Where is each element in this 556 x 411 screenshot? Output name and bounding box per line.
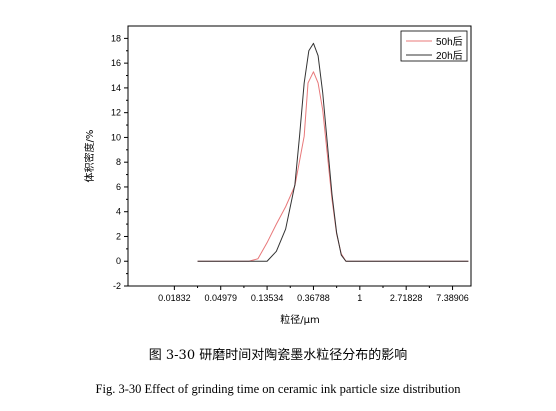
x-tick-label: 0.13534 xyxy=(251,293,284,303)
y-tick-label: 0 xyxy=(116,256,121,266)
y-tick-label: 10 xyxy=(111,132,121,142)
y-axis-label: 体积密度/% xyxy=(83,130,96,183)
figure-caption-english: Fig. 3-30 Effect of grinding time on cer… xyxy=(95,382,461,396)
x-tick-label: 7.38906 xyxy=(436,293,469,303)
y-tick-label: 18 xyxy=(111,33,121,43)
y-axis: -2 0 2 4 6 8 10 12 14 16 18 xyxy=(111,33,128,291)
y-tick-label: 6 xyxy=(116,182,121,192)
x-axis: 0.01832 0.04979 0.13534 0.36788 1 2.71828 7.38… xyxy=(158,286,469,303)
legend-box xyxy=(400,30,468,62)
y-tick-label: 12 xyxy=(111,108,121,118)
y-tick-label: 2 xyxy=(116,231,121,241)
series-line-1 xyxy=(197,42,469,262)
figure-caption-chinese: 图 3-30 研磨时间对陶瓷墨水粒径分布的影响 xyxy=(148,348,408,363)
x-tick-label: 0.01832 xyxy=(158,293,191,303)
x-tick-label: 0.36788 xyxy=(297,293,330,303)
legend-label-20h: 20h后 xyxy=(436,50,463,62)
series-layer xyxy=(197,42,469,262)
y-tick-label: -2 xyxy=(113,281,121,291)
series-line-0 xyxy=(197,71,469,262)
y-tick-label: 14 xyxy=(111,83,121,93)
y-tick-label: 8 xyxy=(116,157,121,167)
plot-frame xyxy=(127,25,472,287)
y-tick-label: 16 xyxy=(111,58,121,68)
x-axis-label: 粒径/μm xyxy=(280,313,319,326)
y-tick-label: 4 xyxy=(116,207,121,217)
legend-label-50h: 50h后 xyxy=(436,36,463,48)
x-tick-label: 0.04979 xyxy=(204,293,237,303)
legend: 50h后 20h后 xyxy=(400,30,468,62)
x-tick-label: 2.71828 xyxy=(390,293,423,303)
x-tick-label: 1 xyxy=(357,293,362,303)
